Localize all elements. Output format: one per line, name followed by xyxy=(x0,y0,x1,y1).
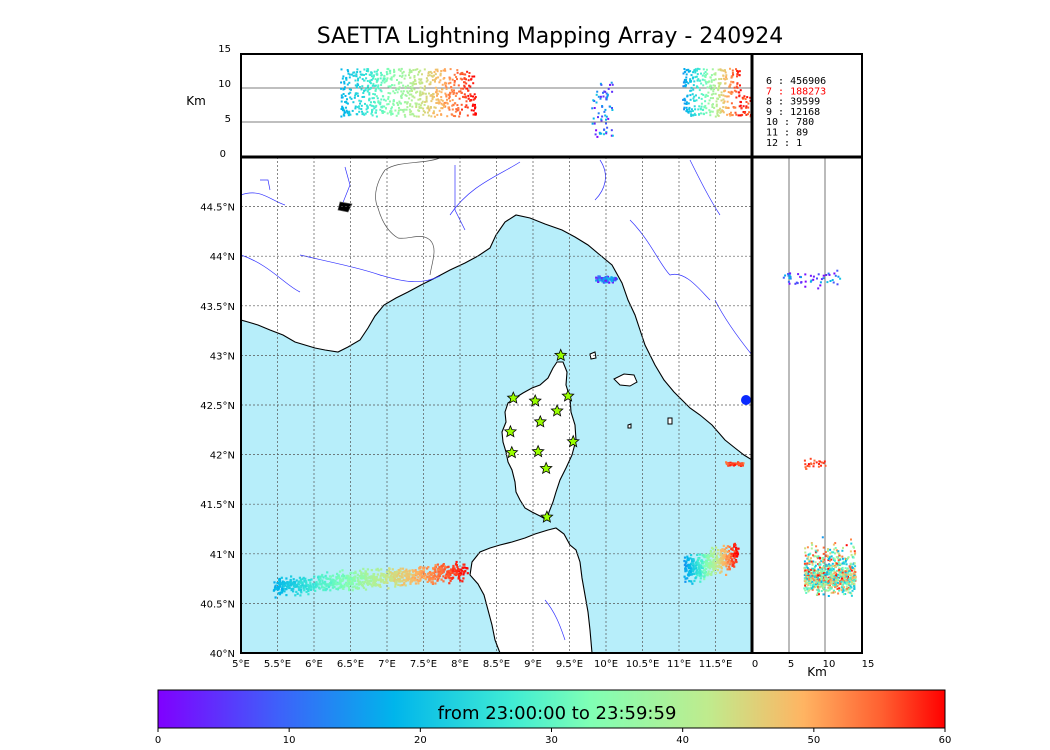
lon-tick-label: 7.5°E xyxy=(410,659,437,670)
station-star-icon xyxy=(561,389,575,402)
map-gridlines xyxy=(241,157,752,653)
lon-tick-label: 9.5°E xyxy=(556,659,583,670)
side-alt-tick: 10 xyxy=(823,659,836,670)
lon-tick-label: 6.5°E xyxy=(337,659,364,670)
longitude-tick-labels: 5°E 5.5°E 6°E 6.5°E 7°E 7.5°E 8°E 8.5°E 9°E 9.5°E… xyxy=(232,659,732,670)
montecristo-island xyxy=(627,423,632,429)
station-star-icon xyxy=(531,444,545,458)
station-star-icon xyxy=(503,424,518,438)
elba-island xyxy=(613,373,638,387)
lon-tick-label: 10°E xyxy=(594,659,618,670)
legend-entry: 9 : 12168 xyxy=(766,107,820,118)
colorbar-tick: 10 xyxy=(283,735,296,746)
legend-entry: 8 : 39599 xyxy=(766,97,820,108)
lon-tick-label: 5°E xyxy=(232,659,250,670)
lat-tick-label: 40°N xyxy=(210,649,235,660)
lat-tick-label: 44.5°N xyxy=(200,203,235,214)
colorbar-gradient xyxy=(157,689,946,729)
lat-tick-label: 43.5°N xyxy=(200,302,235,313)
legend-entry: 12 : 1 xyxy=(766,138,802,149)
rivers xyxy=(241,159,752,641)
side-alt-tick: 15 xyxy=(862,659,875,670)
plan-view-map xyxy=(241,157,752,653)
legend-entry: 7 : 188273 xyxy=(766,86,826,97)
altitude-latitude-panel xyxy=(752,157,862,653)
alt-axis-label: Km xyxy=(186,94,206,108)
station-star-icon xyxy=(540,510,554,523)
station-star-icon xyxy=(533,414,547,428)
lon-tick-label: 10.5°E xyxy=(626,659,660,670)
station-star-icon xyxy=(539,461,553,475)
lon-tick-label: 8.5°E xyxy=(483,659,510,670)
lat-tick-label: 41.5°N xyxy=(200,500,235,511)
side-alt-tick: 5 xyxy=(788,659,794,670)
page-title: SAETTA Lightning Mapping Array - 240924 xyxy=(316,24,784,49)
station-star-icon xyxy=(505,445,519,459)
side-altitude-axis: 0 5 10 15 Km xyxy=(752,659,875,679)
station-star-icon xyxy=(550,403,564,417)
lon-tick-label: 11.5°E xyxy=(699,659,733,670)
panel-frames xyxy=(240,53,863,654)
colorbar-tick: 20 xyxy=(414,735,427,746)
giglio-island xyxy=(667,417,673,425)
colorbar-label: from 23:00:00 to 23:59:59 xyxy=(438,703,677,724)
alt-tick: 15 xyxy=(218,44,231,55)
altitude-lon-points xyxy=(340,67,752,138)
lon-tick-label: 6°E xyxy=(305,659,323,670)
station-star-icon xyxy=(506,391,520,404)
time-colorbar: from 23:00:00 to 23:59:59 0 10 20 30 40 50 60 xyxy=(155,689,952,746)
lat-tick-label: 42.5°N xyxy=(200,401,235,412)
lat-tick-label: 42°N xyxy=(210,451,235,462)
altitude-longitude-panel xyxy=(241,54,752,157)
lat-tick-label: 40.5°N xyxy=(200,599,235,610)
borders xyxy=(337,157,441,276)
legend-entry: 11 : 89 xyxy=(766,128,808,139)
legend-entry: 10 : 780 xyxy=(766,117,814,128)
side-alt-axis-label: Km xyxy=(807,665,827,679)
lon-tick-label: 9°E xyxy=(524,659,542,670)
alt-tick: 10 xyxy=(218,79,231,90)
colorbar-tick: 50 xyxy=(807,735,820,746)
colorbar-tick: 0 xyxy=(155,735,161,746)
station-star-icon xyxy=(553,348,568,362)
station-star-icon xyxy=(566,434,580,448)
lon-tick-label: 8°E xyxy=(451,659,469,670)
alt-tick: 0 xyxy=(220,149,226,160)
lat-tick-label: 43°N xyxy=(210,351,235,362)
alt-tick: 5 xyxy=(225,114,231,125)
sardinia-island xyxy=(469,527,593,653)
lat-tick-label: 44°N xyxy=(210,252,235,263)
colorbar-tick: 30 xyxy=(545,735,558,746)
lon-tick-label: 11°E xyxy=(667,659,691,670)
lat-tick-label: 41°N xyxy=(210,550,235,561)
station-star-icon xyxy=(528,393,542,407)
altitude-axis: 15 10 5 0 Km xyxy=(186,44,231,160)
colorbar-tick: 60 xyxy=(939,735,952,746)
colorbar-ticks: 0 10 20 30 40 50 60 xyxy=(155,728,952,746)
lightning-spot xyxy=(741,395,751,405)
lightning-source-points xyxy=(272,275,751,599)
legend-entry: 6 : 456906 xyxy=(766,76,826,87)
mainland-land xyxy=(241,157,752,461)
lon-tick-label: 5.5°E xyxy=(264,659,291,670)
altitude-lat-points xyxy=(782,269,857,597)
lma-stations xyxy=(503,348,580,523)
colorbar-tick: 40 xyxy=(676,735,689,746)
side-alt-tick: 0 xyxy=(752,659,758,670)
latitude-tick-labels: 44.5°N 44°N 43.5°N 43°N 42.5°N 42°N 41.5°N 41°N… xyxy=(200,203,235,660)
lon-tick-label: 7°E xyxy=(378,659,396,670)
